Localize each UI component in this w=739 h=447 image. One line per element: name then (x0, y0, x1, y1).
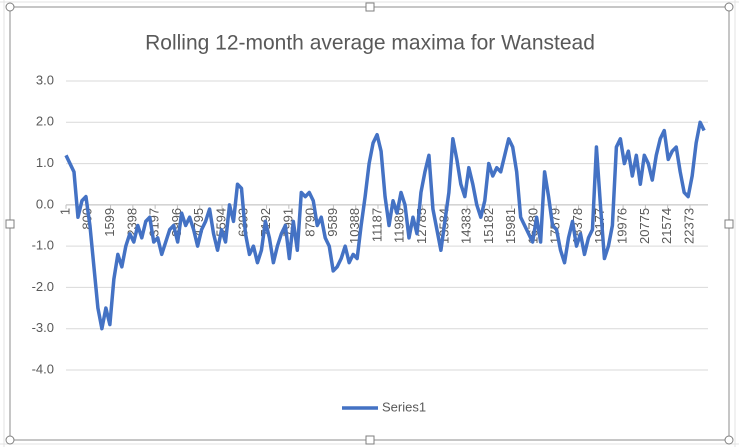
chart-title: Rolling 12-month average maxima for Wans… (145, 32, 595, 55)
y-tick-label: -3.0 (32, 320, 54, 335)
x-tick-label: 9589 (325, 208, 340, 237)
x-tick-label: 11187 (369, 208, 384, 242)
x-tick-label: 1599 (102, 208, 117, 237)
x-tick-label: 11986 (392, 208, 407, 243)
x-tick-label: 21574 (659, 208, 674, 244)
x-tick-label: 1 (57, 208, 72, 215)
y-tick-label: -1.0 (32, 238, 54, 253)
series-line (64, 120, 706, 331)
chart-frame[interactable] (9, 6, 730, 441)
resize-handles[interactable] (5, 2, 734, 445)
x-tick-label: 20775 (637, 208, 652, 244)
y-tick-label: 2.0 (36, 114, 54, 129)
y-tick-label: 3.0 (36, 72, 54, 87)
x-tick-label: 14383 (459, 208, 474, 244)
x-tick-label: 5594 (213, 208, 228, 237)
y-tick-label: 1.0 (36, 155, 54, 170)
x-tick-label: 15182 (481, 208, 496, 244)
x-tick-label: 15981 (503, 208, 518, 244)
x-tick-label: 19976 (615, 208, 630, 244)
legend-label: Series1 (382, 399, 426, 414)
y-tick-label: -4.0 (32, 361, 54, 376)
x-tick-label: 22373 (681, 208, 696, 244)
y-tick-label: -2.0 (32, 279, 54, 294)
y-tick-label: 0.0 (36, 196, 54, 211)
